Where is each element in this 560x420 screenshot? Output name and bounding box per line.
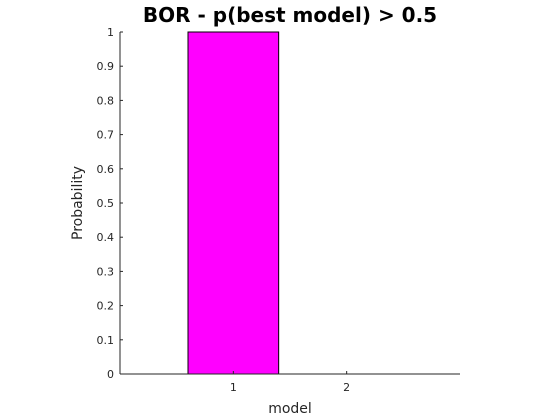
y-tick-label: 0.2 bbox=[97, 300, 115, 313]
bar-1 bbox=[187, 31, 280, 375]
y-axis-label: Probability bbox=[70, 166, 86, 240]
plot-area: 0 0.1 0.2 0.3 0.4 0.5 0.6 0.7 0.8 0.9 1 1 2 bbox=[97, 26, 460, 394]
y-tick-label: 0 bbox=[107, 368, 114, 381]
y-tick-label: 0.1 bbox=[97, 334, 115, 347]
y-tick-label: 0.7 bbox=[97, 129, 115, 142]
x-axis-label: model bbox=[268, 401, 312, 417]
chart-title: BOR - p(best model) > 0.5 bbox=[143, 3, 437, 27]
y-tick-label: 0.3 bbox=[97, 265, 115, 278]
x-tick-label: 2 bbox=[343, 381, 350, 394]
y-tick-label: 0.4 bbox=[97, 231, 115, 244]
y-tick-label: 0.9 bbox=[97, 60, 115, 73]
y-tick-label: 0.8 bbox=[97, 94, 115, 107]
x-tick-label: 1 bbox=[230, 381, 237, 394]
y-tick-label: 0.6 bbox=[97, 163, 115, 176]
y-tick-label: 0.5 bbox=[97, 197, 115, 210]
y-tick-label: 1 bbox=[107, 26, 114, 39]
